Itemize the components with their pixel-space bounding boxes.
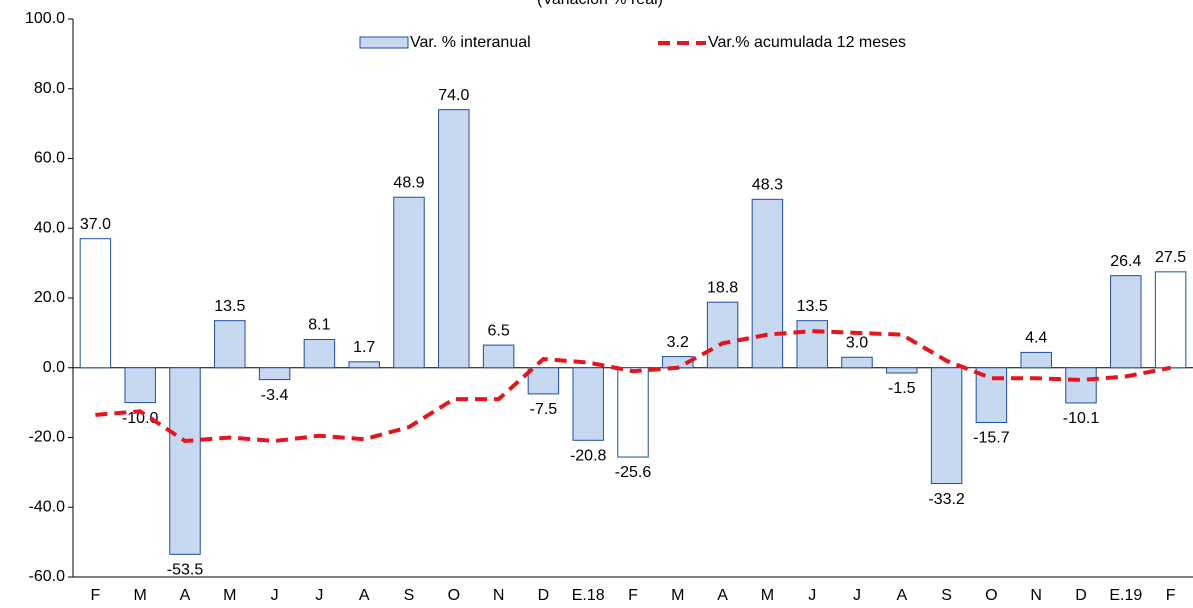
bar: [1020, 351, 1052, 369]
bar: [438, 109, 470, 369]
data-label: 6.5: [487, 322, 509, 339]
chart-title: (Variación % real): [537, 0, 663, 8]
bar: [124, 367, 156, 404]
x-tick-label: J: [808, 587, 816, 604]
y-tick-label: 100.0: [25, 10, 65, 27]
data-label: -7.5: [530, 401, 558, 418]
data-label: 27.5: [1155, 249, 1186, 266]
bar: [751, 198, 784, 369]
x-tick-label: M: [134, 587, 147, 604]
x-tick-label: O: [985, 587, 997, 604]
x-tick-label: S: [941, 587, 952, 604]
legend-label: Var. % interanual: [410, 34, 531, 51]
data-label: 26.4: [1110, 253, 1141, 270]
data-label: -53.5: [167, 562, 204, 579]
bar: [348, 361, 380, 369]
y-tick-label: 40.0: [34, 219, 65, 236]
x-tick-label: E.18: [572, 587, 605, 604]
bar: [886, 367, 918, 374]
x-tick-label: M: [671, 587, 684, 604]
x-tick-label: F: [628, 587, 638, 604]
x-tick-label: O: [448, 587, 460, 604]
data-label: 13.5: [214, 298, 245, 315]
x-tick-label: F: [91, 587, 101, 604]
x-tick-label: N: [1030, 587, 1042, 604]
bar: [393, 196, 425, 369]
bar: [841, 356, 873, 369]
x-tick-label: S: [404, 587, 415, 604]
x-tick-label: A: [717, 587, 728, 604]
data-label: -33.2: [928, 491, 965, 508]
bar: [1110, 275, 1142, 369]
data-label: 74.0: [438, 87, 469, 104]
bar: [706, 301, 739, 369]
bar: [572, 367, 604, 441]
bar: [79, 238, 112, 369]
data-label: -20.8: [570, 448, 607, 465]
data-label: 18.8: [707, 279, 738, 296]
x-tick-label: A: [359, 587, 370, 604]
bar: [930, 367, 963, 485]
y-tick-label: -60.0: [29, 568, 66, 585]
x-tick-label: D: [1075, 587, 1087, 604]
x-tick-label: D: [538, 587, 550, 604]
y-tick-label: 80.0: [34, 80, 65, 97]
x-tick-label: A: [896, 587, 907, 604]
bar: [214, 320, 246, 369]
data-label: -10.0: [122, 410, 159, 427]
bar: [482, 344, 515, 369]
x-tick-label: M: [761, 587, 774, 604]
data-label: -15.7: [973, 430, 1010, 447]
data-label: -1.5: [888, 380, 916, 397]
legend-label: Var.% acumulada 12 meses: [708, 34, 906, 51]
x-tick-label: E.19: [1109, 587, 1142, 604]
y-tick-label: 0.0: [43, 359, 65, 376]
x-tick-label: N: [493, 587, 505, 604]
bar: [796, 320, 828, 369]
y-tick-label: -20.0: [29, 429, 66, 446]
bar: [617, 367, 649, 458]
x-tick-label: M: [223, 587, 236, 604]
x-tick-label: F: [1166, 587, 1176, 604]
bar: [169, 367, 201, 555]
data-label: 13.5: [797, 298, 828, 315]
x-tick-label: A: [180, 587, 191, 604]
bar: [527, 367, 560, 395]
line: [95, 329, 1171, 444]
data-label: -10.1: [1063, 410, 1100, 427]
data-label: 3.0: [846, 335, 868, 352]
data-label: 4.4: [1025, 330, 1047, 347]
data-label: 1.7: [353, 339, 375, 356]
bar: [1154, 271, 1187, 369]
data-label: 37.0: [80, 216, 111, 233]
data-label: -25.6: [615, 464, 652, 481]
bar: [1065, 367, 1097, 404]
x-tick-label: J: [853, 587, 861, 604]
bar: [303, 339, 336, 369]
data-label: 48.9: [393, 174, 424, 191]
data-label: 3.2: [667, 334, 689, 351]
x-tick-label: J: [315, 587, 323, 604]
legend-swatch: [359, 36, 409, 49]
y-tick-label: 60.0: [34, 150, 65, 167]
y-tick-label: -40.0: [29, 498, 66, 515]
bar: [258, 367, 291, 381]
data-label: 8.1: [308, 317, 330, 334]
data-label: 48.3: [752, 177, 783, 194]
data-label: -3.4: [261, 387, 289, 404]
y-tick-label: 20.0: [34, 289, 65, 306]
x-tick-label: J: [271, 587, 279, 604]
